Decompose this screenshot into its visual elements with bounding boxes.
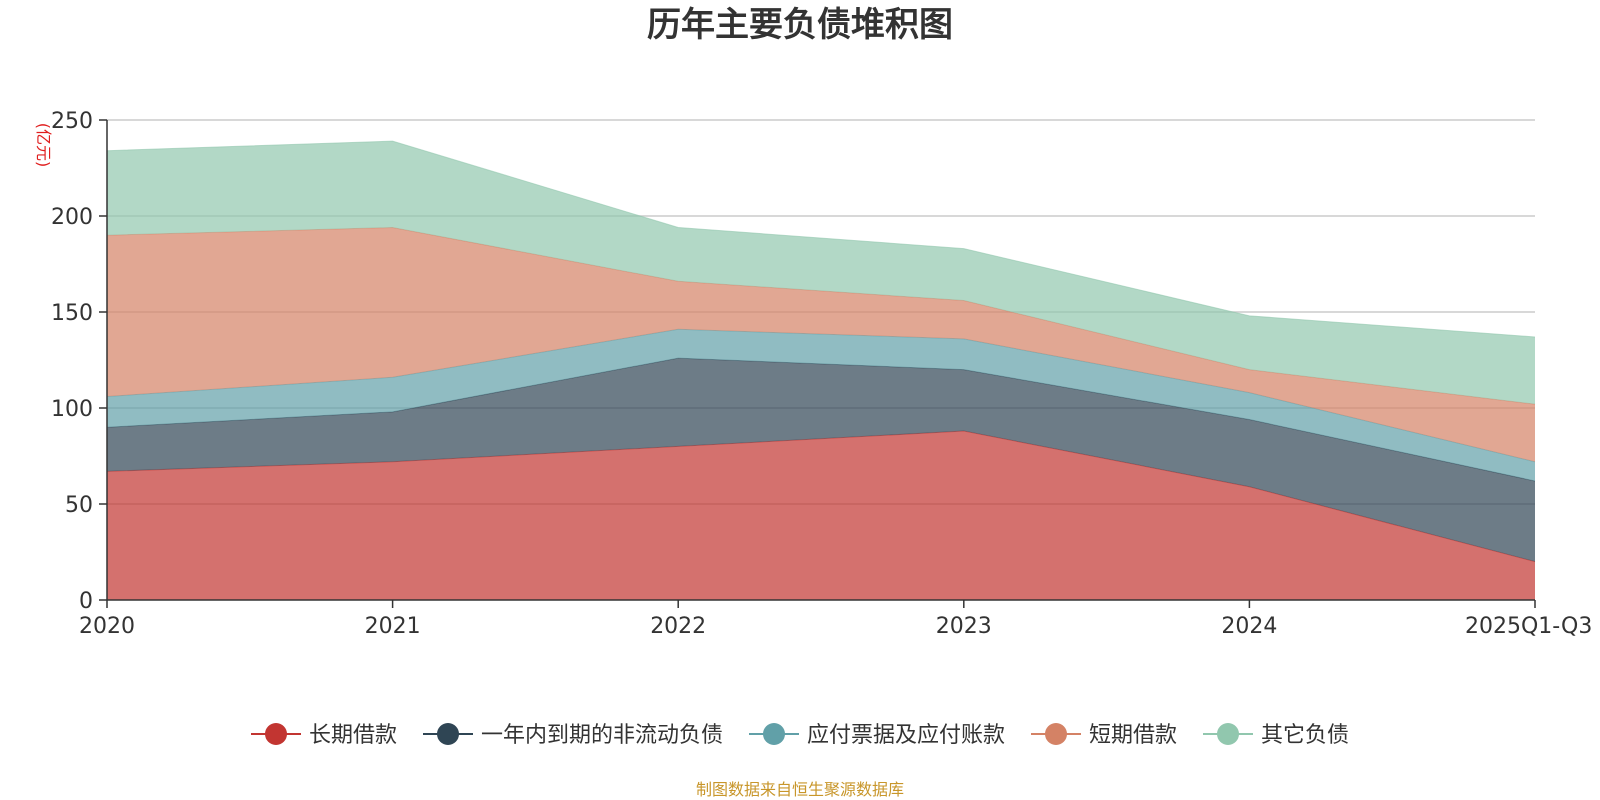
legend-label-4: 其它负债	[1261, 723, 1349, 748]
legend-label-1: 一年内到期的非流动负债	[481, 723, 723, 748]
legend-marker-0	[265, 723, 287, 745]
chart-title: 历年主要负债堆积图	[647, 5, 953, 45]
y-tick-label-50: 50	[65, 493, 93, 518]
y-tick-label-200: 200	[51, 205, 93, 230]
area-series-2	[107, 329, 1535, 481]
y-tick-label-250: 250	[51, 109, 93, 134]
legend-item-0[interactable]: 长期借款	[251, 723, 397, 748]
x-tick-label-2: 2022	[650, 614, 706, 639]
legend-item-2[interactable]: 应付票据及应付账款	[749, 723, 1005, 748]
x-tick-label-0: 2020	[79, 614, 135, 639]
y-axis-unit-label: (亿元)	[34, 123, 53, 168]
x-tick-label-3: 2023	[936, 614, 992, 639]
area-line-series-4	[106, 140, 1536, 338]
legend-label-3: 短期借款	[1089, 723, 1177, 748]
x-tick-label-4: 2024	[1221, 614, 1277, 639]
x-tick-label-5: 2025Q1-Q3	[1465, 614, 1592, 639]
area-series-4	[107, 141, 1535, 405]
legend-marker-3	[1045, 723, 1067, 745]
legend-label-2: 应付票据及应付账款	[807, 723, 1005, 748]
axis-layer: 0 50 100 150 200 250 2020 2021 2022 2023 2024 2025Q…	[51, 109, 1592, 639]
y-tick-label-0: 0	[79, 589, 93, 614]
legend-item-1[interactable]: 一年内到期的非流动负债	[423, 723, 723, 748]
y-tick-label-100: 100	[51, 397, 93, 422]
legend: 长期借款 一年内到期的非流动负债 应付票据及应付账款 短期借款 其它负债	[251, 723, 1349, 748]
legend-marker-1	[437, 723, 459, 745]
x-tick-label-1: 2021	[365, 614, 421, 639]
area-series-1	[107, 358, 1535, 562]
area-series-3	[107, 227, 1535, 462]
legend-marker-2	[763, 723, 785, 745]
source-note: 制图数据来自恒生聚源数据库	[696, 780, 904, 799]
legend-item-3[interactable]: 短期借款	[1031, 723, 1177, 748]
legend-item-4[interactable]: 其它负债	[1203, 723, 1349, 748]
area-layer	[106, 140, 1536, 600]
legend-label-0: 长期借款	[309, 723, 397, 748]
legend-marker-4	[1217, 723, 1239, 745]
y-tick-label-150: 150	[51, 301, 93, 326]
